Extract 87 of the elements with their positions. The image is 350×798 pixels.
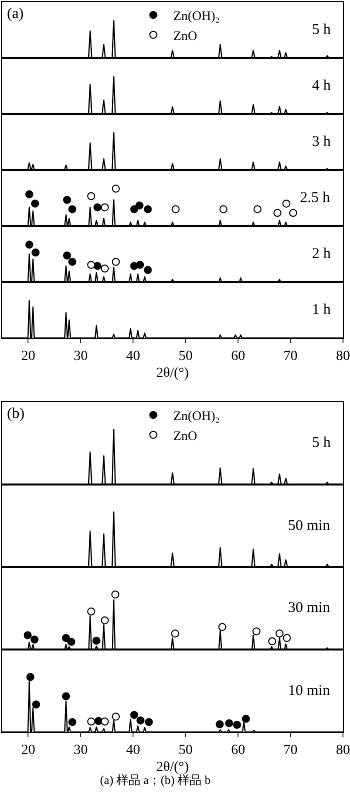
point (135, 201, 144, 210)
annotation: 4 h (312, 78, 332, 94)
annotation: 1 h (312, 302, 332, 318)
annotation: 50 min (288, 518, 331, 534)
point (252, 627, 260, 636)
point (130, 710, 138, 719)
x-tick-label: 60 (231, 348, 246, 364)
annotation: 2 h (312, 246, 332, 262)
point (144, 205, 152, 214)
point (273, 208, 282, 217)
point (100, 616, 109, 624)
annotation: 30 min (288, 600, 331, 616)
point (92, 636, 100, 645)
point (87, 260, 96, 269)
point (172, 205, 180, 214)
point (68, 258, 76, 266)
point (276, 630, 284, 638)
point (112, 184, 120, 193)
point (87, 718, 96, 726)
point (87, 192, 96, 200)
x-axis-title: 2θ/(°) (156, 760, 190, 776)
x-tick-label: 30 (74, 348, 88, 364)
point (68, 718, 76, 726)
annotation: (a) (7, 6, 24, 22)
point (87, 608, 96, 616)
point (253, 205, 262, 214)
point (68, 205, 76, 214)
point (30, 636, 39, 644)
point (100, 264, 109, 273)
point (289, 208, 298, 217)
point (144, 718, 153, 726)
point (216, 720, 224, 728)
point (32, 248, 40, 257)
point (32, 700, 40, 708)
x-tick-label: 70 (284, 348, 298, 364)
point (100, 203, 109, 212)
x-tick-label: 20 (21, 348, 36, 364)
point (25, 190, 34, 198)
point (219, 205, 228, 214)
x-tick-label: 50 (178, 742, 193, 758)
point (25, 240, 34, 249)
point (67, 638, 76, 646)
point (31, 200, 40, 208)
text: (a) 样品 a；(b) 样品 b (100, 773, 211, 787)
point (63, 196, 72, 204)
point (93, 262, 102, 270)
annotation: 5 h (312, 435, 332, 451)
x-tick-label: 70 (284, 742, 298, 758)
legend-label: Zn(OH)₂ (173, 408, 220, 424)
point (242, 714, 250, 723)
point (112, 712, 120, 721)
x-tick-label: 30 (74, 742, 88, 758)
point (136, 260, 144, 269)
point (112, 258, 120, 266)
point (62, 634, 70, 642)
point (136, 716, 144, 724)
x-tick-label: 80 (336, 742, 350, 758)
point (93, 203, 102, 212)
x-tick-label: 80 (336, 348, 350, 364)
annotation: 10 min (288, 683, 331, 699)
point (282, 634, 291, 642)
legend-label: Zn(OH)₂ (173, 8, 220, 24)
legend-label: ZnO (173, 28, 198, 43)
x-tick-label: 40 (126, 742, 140, 758)
point (100, 718, 109, 726)
legend-label: ZnO (173, 428, 198, 443)
x-tick-label: 40 (126, 348, 140, 364)
point (268, 637, 276, 646)
point (26, 673, 34, 681)
point (225, 719, 234, 728)
x-tick-label: 50 (178, 348, 193, 364)
annotation: 3 h (312, 134, 332, 150)
x-tick-label: 60 (231, 742, 246, 758)
point (233, 720, 242, 729)
point (282, 200, 290, 208)
point (218, 622, 226, 631)
point (111, 590, 120, 598)
x-tick-label: 20 (21, 742, 36, 758)
point (171, 630, 180, 638)
point (24, 631, 32, 640)
x-axis-title: 2θ/(°) (156, 366, 190, 382)
annotation: 2.5 h (300, 190, 330, 206)
annotation: 5 h (312, 22, 332, 38)
point (144, 266, 152, 274)
point (62, 692, 70, 700)
point (63, 251, 72, 260)
text: (b) (7, 406, 24, 422)
